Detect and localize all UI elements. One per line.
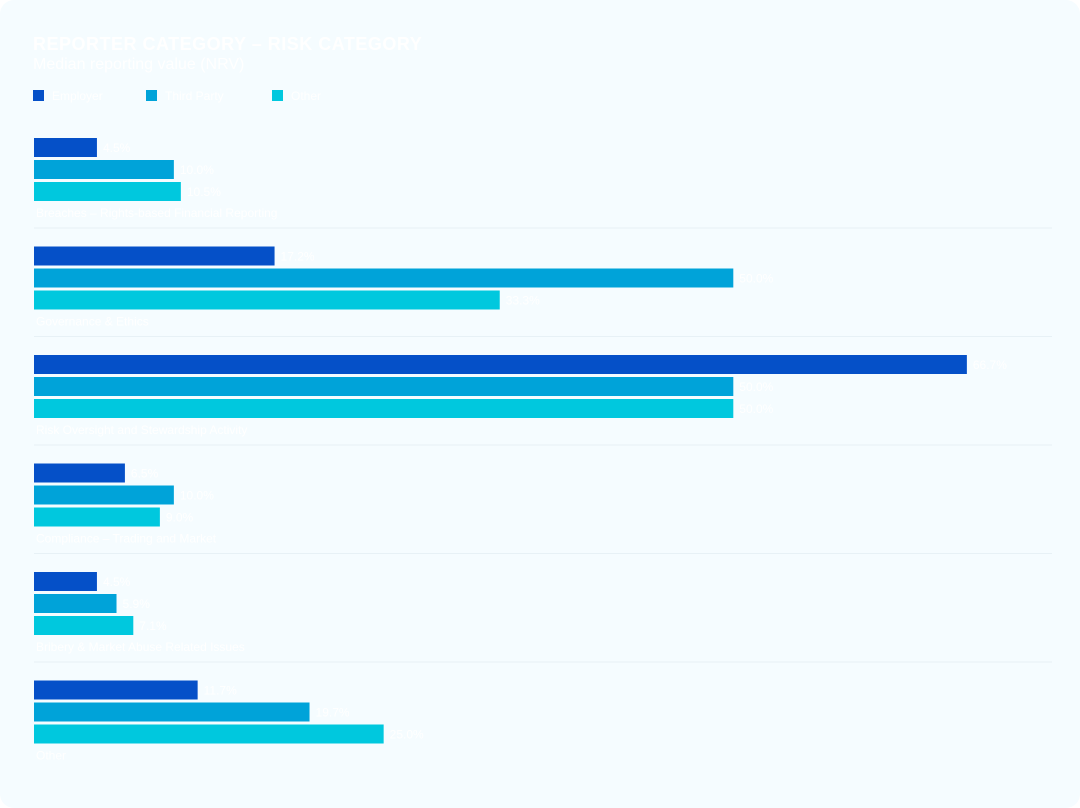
value-label-third-party-3: 50.0% — [739, 380, 773, 394]
value-label-other-4: 9.0% — [166, 511, 194, 525]
bar-employer-1[interactable] — [34, 138, 97, 157]
legend-label-third-party: Third Party — [165, 89, 224, 103]
bar-other-1[interactable] — [34, 182, 181, 201]
bar-employer-6[interactable] — [34, 680, 198, 700]
legend-label-employer: Employer — [52, 89, 103, 103]
value-label-third-party-6: 19.7% — [316, 706, 350, 720]
bar-other-5[interactable] — [34, 616, 134, 635]
bar-third-party-5[interactable] — [34, 594, 117, 613]
bar-third-party-2[interactable] — [34, 268, 734, 288]
category-label-5: Bribery & Market Abuse Related Issues — [36, 640, 245, 654]
value-label-third-party-1: 10.0% — [180, 163, 214, 177]
category-label-1: Breaches – Rights-based Financial Report… — [36, 206, 277, 220]
value-label-employer-4: 6.5% — [131, 467, 159, 481]
legend-label-other: Other — [291, 89, 322, 103]
bar-employer-4[interactable] — [34, 463, 125, 483]
value-label-employer-6: 11.7% — [204, 684, 237, 698]
bar-employer-2[interactable] — [34, 246, 275, 266]
value-label-other-6: 25.0% — [390, 728, 424, 742]
value-label-employer-3: 66.7% — [973, 358, 1007, 372]
chart-title: REPORTER CATEGORY – RISK CATEGORY — [33, 34, 423, 54]
bar-third-party-3[interactable] — [34, 377, 734, 396]
value-label-employer-2: 17.2% — [281, 250, 315, 264]
category-label-4: Compliance – Trading and Market — [36, 532, 217, 546]
bar-other-4[interactable] — [34, 507, 160, 527]
value-label-employer-1: 4.5% — [103, 141, 131, 155]
bar-employer-3[interactable] — [34, 355, 967, 374]
value-label-third-party-5: 5.9% — [123, 597, 151, 611]
bar-third-party-1[interactable] — [34, 160, 174, 179]
chart-subtitle: Median reporting value (NRV) — [33, 56, 245, 73]
legend-swatch-employer — [33, 90, 44, 101]
bar-third-party-4[interactable] — [34, 485, 174, 505]
value-label-other-5: 7.1% — [139, 619, 167, 633]
value-label-other-1: 10.5% — [187, 185, 221, 199]
category-label-3: Risk Oversight and Stewardship Activity — [36, 423, 247, 437]
category-label-2: Governance & Ethics — [36, 315, 149, 329]
legend-swatch-third-party — [146, 90, 157, 101]
legend-swatch-other — [272, 90, 283, 101]
value-label-third-party-2: 50.0% — [739, 272, 773, 286]
value-label-other-2: 33.3% — [506, 294, 540, 308]
value-label-third-party-4: 10.0% — [180, 489, 214, 503]
category-label-6: Other — [36, 749, 66, 763]
bar-other-6[interactable] — [34, 724, 384, 744]
bar-employer-5[interactable] — [34, 572, 97, 591]
bar-other-2[interactable] — [34, 290, 500, 310]
value-label-employer-5: 4.5% — [103, 575, 131, 589]
bar-other-3[interactable] — [34, 399, 734, 418]
value-label-other-3: 50.0% — [739, 402, 773, 416]
bar-third-party-6[interactable] — [34, 702, 310, 722]
